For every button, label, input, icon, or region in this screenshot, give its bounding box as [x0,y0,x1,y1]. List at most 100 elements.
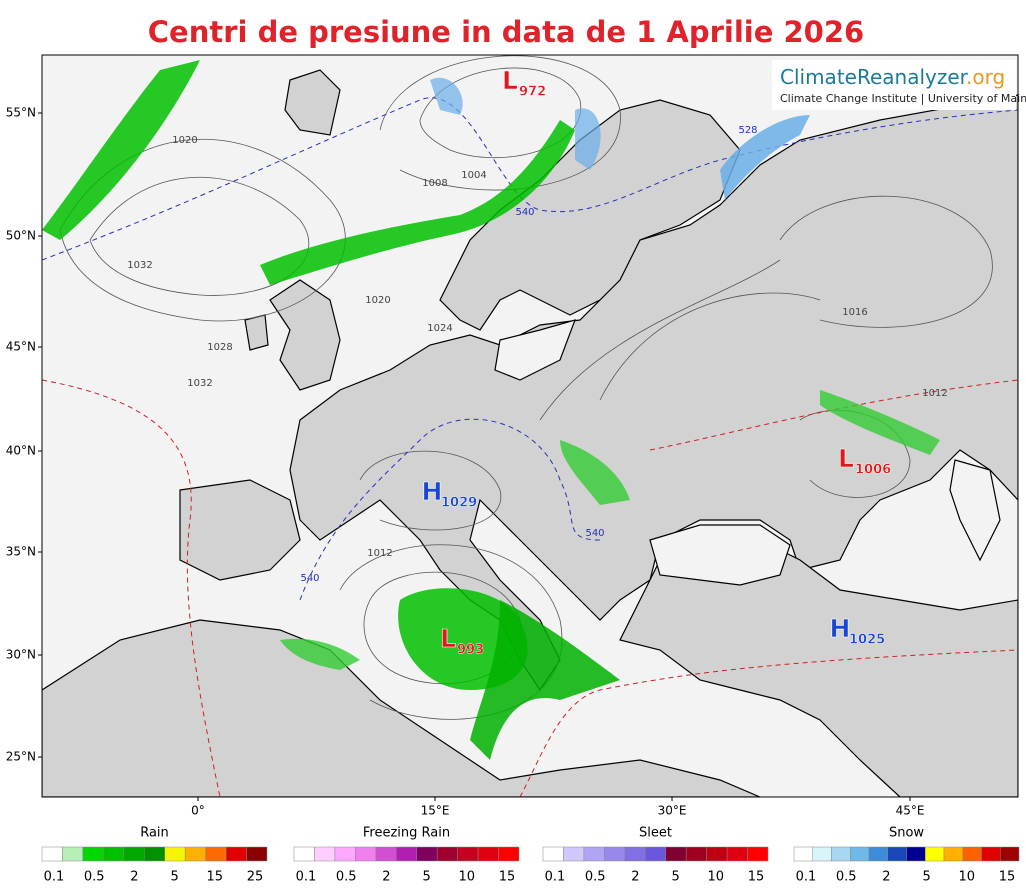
logo-domain: .org [966,65,1005,89]
legend-swatch [123,846,145,862]
legend-swatch [943,846,963,862]
legend-swatch [563,846,585,862]
legend-swatch [82,846,104,862]
latitude-label: 30°N [6,648,36,662]
legend-swatch [793,846,813,862]
legend-swatch [41,846,63,862]
contour-label: 540 [585,528,604,539]
legend-tick-label: 15 [748,870,765,885]
land [179,479,301,581]
legend-swatch [831,846,851,862]
land [619,539,1018,797]
legend-tick-label: 0.5 [585,870,606,885]
pressure-center-value: 972 [519,85,546,100]
legend-swatch [868,846,888,862]
contour-label: 1032 [187,378,212,389]
pressure-center-type: L [502,66,518,95]
legend-tick-label: 0.1 [44,870,65,885]
legend-tick-label: 15 [499,870,516,885]
water [494,319,576,381]
logo-box [772,60,1016,110]
contour-label: 1020 [172,135,197,146]
longitude-label: 30°E [658,804,687,818]
longitude-label: 0° [191,804,205,818]
contour-label: 1016 [842,307,867,318]
pressure-center-type: L [838,444,854,473]
legend-swatch [457,846,479,862]
legend-swatch [685,846,707,862]
water [649,524,791,586]
latitude-label: 55°N [6,106,36,120]
contour-label: 1012 [367,548,392,559]
legend-swatch [62,846,84,862]
legend-swatch [334,846,356,862]
legend-tick-label: 15 [207,870,224,885]
map-frame [41,54,1019,798]
legend-swatch [293,846,315,862]
legend-swatch [624,846,646,862]
legend-tick-label: 5 [422,870,430,885]
longitude-label: 15°E [421,804,450,818]
contour-label: 1020 [365,295,390,306]
legend-swatch [416,846,438,862]
legend-swatch [906,846,926,862]
map: ClimateReanalyzer.org Climate Change Ins… [41,54,1026,798]
legend-swatch [850,846,870,862]
legend-swatch [706,846,728,862]
legend-swatch [396,846,417,862]
legend-tick-label: 0.1 [545,870,566,885]
contour-label: 1028 [207,342,232,353]
legend-swatch [665,846,687,862]
legend-tick-label: 5 [922,870,930,885]
legend-tick-label: 5 [671,870,679,885]
pressure-center: L 972 [502,66,547,100]
legend-tick-label: 2 [130,870,138,885]
contour-label: 1008 [422,178,447,189]
legend-swatch [164,846,186,862]
latitude-label: 45°N [6,340,36,354]
legend-swatch [925,846,945,862]
legend-swatch [314,846,336,862]
legend-swatch [645,846,666,862]
latitude-label: 40°N [6,444,36,458]
legend-tick-label: 2 [882,870,890,885]
contour-label: 540 [300,573,319,584]
legend-tick-label: 0.5 [336,870,357,885]
land [284,69,341,136]
pressure-center-type: H [422,477,443,506]
legend-swatch [246,846,268,862]
precipitation [42,60,940,760]
legend-title: Rain [140,826,169,841]
legend-swatch [184,846,206,862]
legend-tick-label: 10 [708,870,725,885]
logo-title: ClimateReanalyzer.org [780,65,1005,89]
thickness-lines [42,97,1018,797]
pressure-center: L 1006 [838,444,892,478]
legend-swatch [436,846,458,862]
legend-tick-label: 2 [382,870,390,885]
legend-swatch [726,846,748,862]
legend-title: Freezing Rain [363,826,450,841]
legend-title: Snow [889,826,924,841]
legend-tick-label: 25 [247,870,264,885]
legend-tick-label: 10 [959,870,976,885]
legend-swatch [375,846,397,862]
longitude-label: 45°E [896,804,925,818]
legend-swatch [887,846,907,862]
legend-swatch [103,846,125,862]
contour-label: 540 [515,207,534,218]
legend-swatch [144,846,165,862]
legend-swatch [981,846,1001,862]
water [949,459,1001,562]
legend-swatch [498,846,520,862]
legend-swatch [225,846,247,862]
legend-tick-label: 5 [170,870,178,885]
pressure-center-value: 1025 [849,633,885,648]
legend-tick-label: 15 [999,870,1016,885]
legend-tick-label: 2 [631,870,639,885]
logo-subtitle: Climate Change Institute | University of… [780,92,1026,105]
